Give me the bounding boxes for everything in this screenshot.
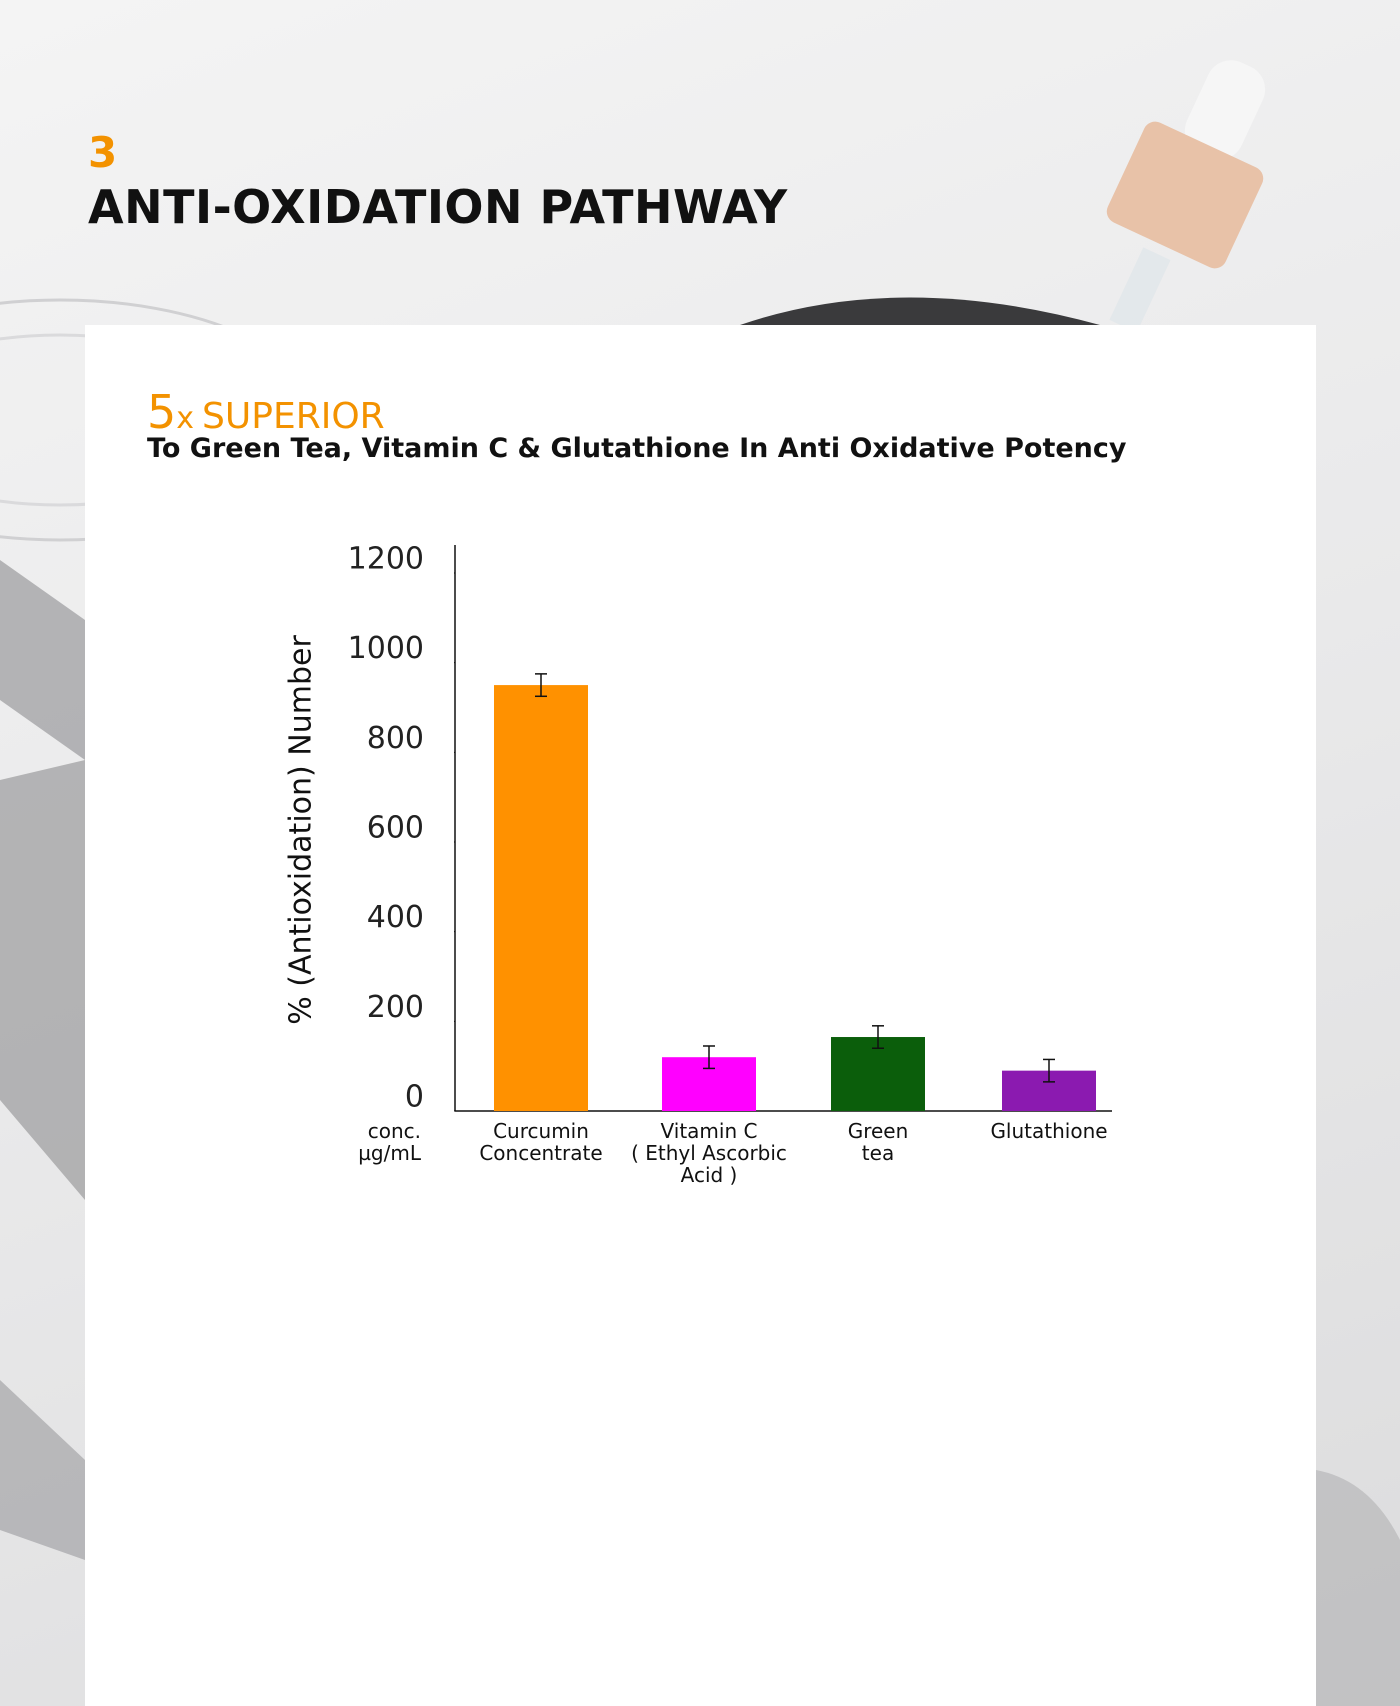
error-bar	[703, 1045, 715, 1070]
x-tick-label: Vitamin C( Ethyl Ascorbic Acid )	[631, 1119, 787, 1187]
card: 5x SUPERIOR To Green Tea, Vitamin C & Glu…	[85, 325, 1316, 1706]
x-tick-label: Green tea	[848, 1119, 909, 1165]
badge-number: 5	[147, 385, 177, 439]
section-title: ANTI-OXIDATION PATHWAY	[88, 180, 788, 234]
y-tick-label: 1000	[348, 631, 424, 666]
section-number: 3	[88, 128, 118, 177]
bar	[494, 685, 588, 1111]
y-tick-label: 1200	[348, 542, 424, 577]
subtitle: To Green Tea, Vitamin C & Glutathione In…	[147, 433, 1127, 464]
error-bar	[535, 673, 547, 698]
error-bar	[1043, 1058, 1055, 1083]
badge: 5x SUPERIOR	[147, 385, 385, 439]
y-tick-label: 800	[367, 721, 424, 756]
x-axis-label: conc. µg/mL	[358, 1119, 422, 1165]
bar	[831, 1037, 925, 1111]
y-tick-label: 400	[367, 900, 424, 935]
y-tick-label: 0	[405, 1080, 424, 1115]
y-tick-label: 600	[367, 811, 424, 846]
y-tick-label: 200	[367, 990, 424, 1025]
badge-word: SUPERIOR	[202, 396, 385, 437]
badge-unit: x	[176, 401, 195, 436]
x-tick-label: Curcumin Concentrate	[479, 1119, 602, 1165]
error-bar	[872, 1025, 884, 1049]
y-axis-label: % (Antioxidation) Number	[284, 635, 319, 1025]
x-tick-label: Glutathione	[990, 1119, 1107, 1143]
